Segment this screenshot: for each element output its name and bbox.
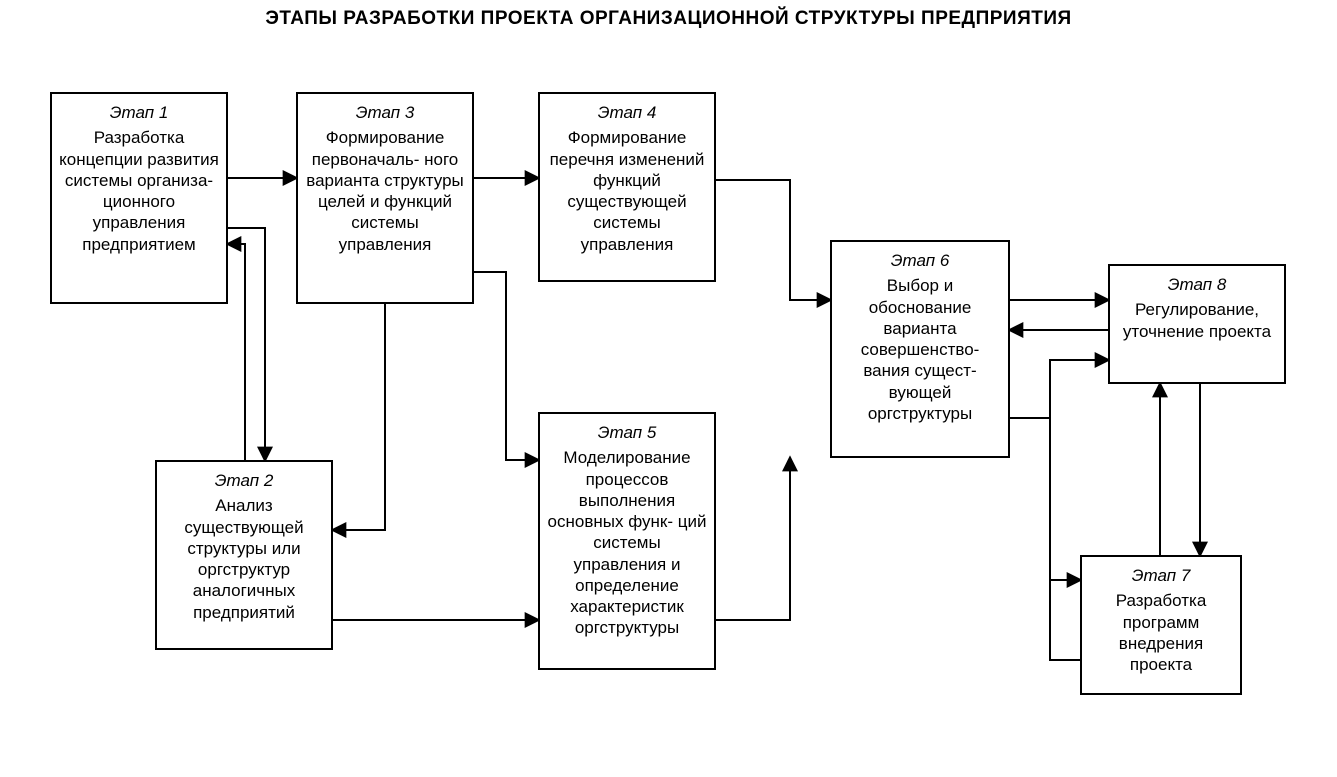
flowchart-canvas: ЭТАПЫ РАЗРАБОТКИ ПРОЕКТА ОРГАНИЗАЦИОННОЙ… [0,0,1337,777]
node-stage-label: Этап 5 [598,422,657,443]
edge-n3-n2 [333,304,385,530]
flowchart-node-n7: Этап 7 Разработка программ внедрения прое… [1080,555,1242,695]
edge-n2-n1 [228,244,245,460]
edge-n5-n6 [716,458,790,620]
node-body-text: Моделирование процессов выполнения основ… [546,447,708,638]
flowchart-node-n6: Этап 6 Выбор и обоснование варианта совер… [830,240,1010,458]
node-stage-label: Этап 3 [356,102,415,123]
node-body-text: Формирование первоначаль- ного варианта … [304,127,466,255]
node-body-text: Выбор и обоснование варианта совершенств… [838,275,1002,424]
flowchart-node-n4: Этап 4 Формирование перечня изменений фун… [538,92,716,282]
node-body-text: Анализ существующей структуры или оргстр… [163,495,325,623]
edge-n1-n2 [228,228,265,460]
diagram-title: ЭТАПЫ РАЗРАБОТКИ ПРОЕКТА ОРГАНИЗАЦИОННОЙ… [0,8,1337,30]
node-stage-label: Этап 8 [1168,274,1227,295]
edge-n3-n5 [474,272,538,460]
node-body-text: Регулирование, уточнение проекта [1116,299,1278,342]
node-stage-label: Этап 2 [215,470,274,491]
node-stage-label: Этап 4 [598,102,657,123]
edge-n6-n7 [1010,418,1080,580]
node-body-text: Разработка программ внедрения проекта [1088,590,1234,675]
flowchart-node-n8: Этап 8 Регулирование, уточнение проекта [1108,264,1286,384]
flowchart-node-n2: Этап 2 Анализ существующей структуры или … [155,460,333,650]
node-stage-label: Этап 1 [110,102,169,123]
flowchart-node-n3: Этап 3 Формирование первоначаль- ного вар… [296,92,474,304]
node-body-text: Формирование перечня изменений функций с… [546,127,708,255]
edge-n4-n6 [716,180,830,300]
flowchart-node-n1: Этап 1 Разработка концепции развития сист… [50,92,228,304]
node-stage-label: Этап 7 [1132,565,1191,586]
flowchart-node-n5: Этап 5 Моделирование процессов выполнения… [538,412,716,670]
node-stage-label: Этап 6 [891,250,950,271]
node-body-text: Разработка концепции развития системы ор… [58,127,220,255]
